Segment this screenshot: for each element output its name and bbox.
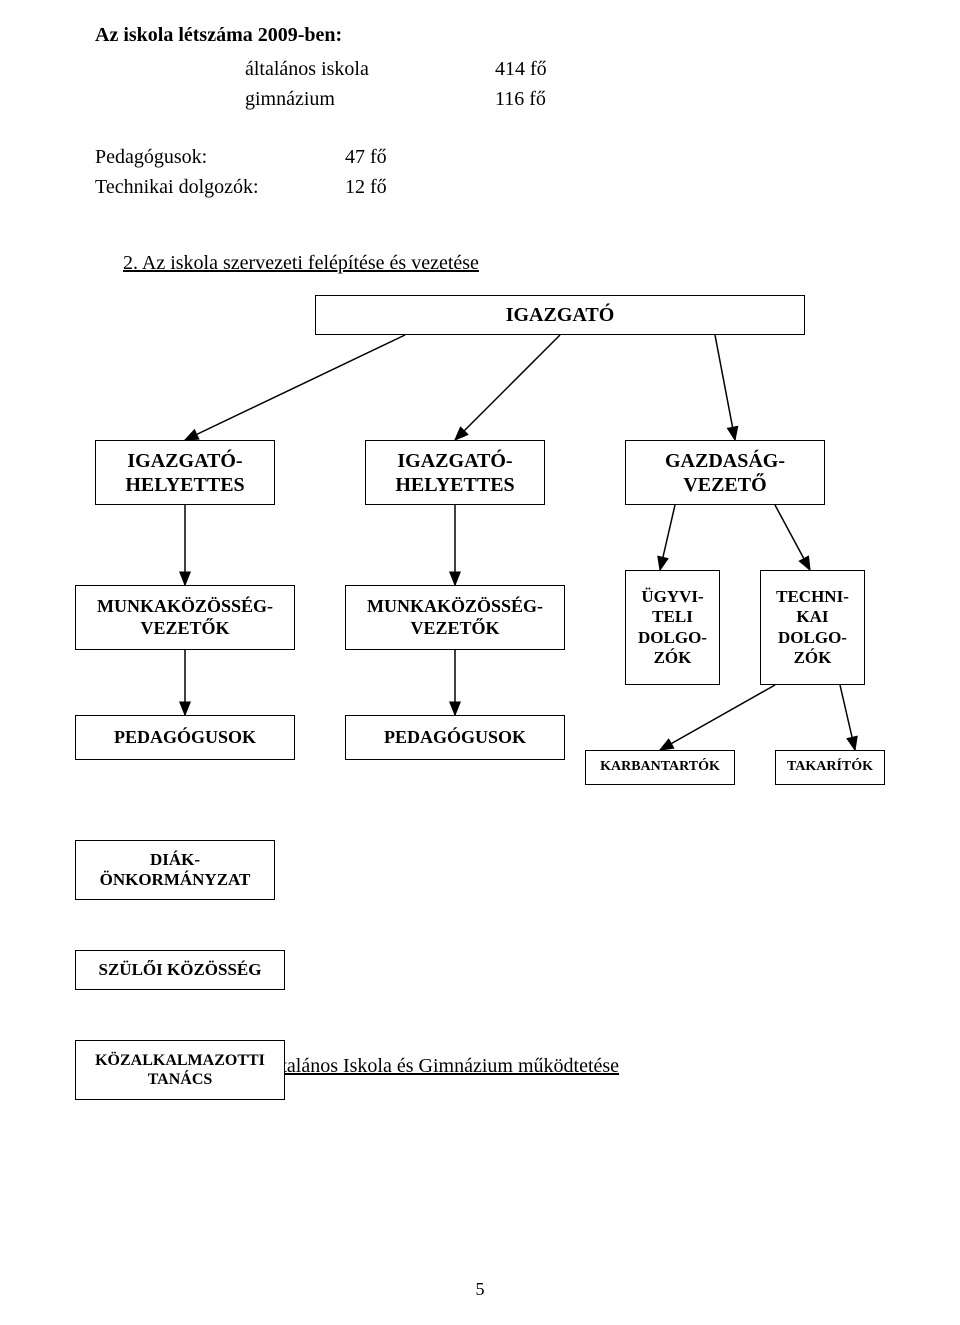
org-node-igazgato: IGAZGATÓ — [315, 295, 805, 335]
org-node-helyettes2: IGAZGATÓ- HELYETTES — [365, 440, 545, 505]
org-node-munkakoz2: MUNKAKÖZÖSSÉG- VEZETŐK — [345, 585, 565, 650]
section-2-title: 2. Az iskola szervezeti felépítése és ve… — [95, 252, 865, 275]
staff-row-value: 12 fő — [345, 172, 387, 202]
org-node-helyettes1: IGAZGATÓ- HELYETTES — [95, 440, 275, 505]
header-row: gimnázium 116 fő — [245, 84, 865, 114]
org-node-pedagogusok2: PEDAGÓGUSOK — [345, 715, 565, 760]
org-node-ugyviteli: ÜGYVI- TELI DOLGO- ZÓK — [625, 570, 720, 685]
org-node-gazdasag: GAZDASÁG- VEZETŐ — [625, 440, 825, 505]
staff-row: Technikai dolgozók: 12 fő — [95, 172, 865, 202]
header-row: általános iskola 414 fő — [245, 54, 865, 84]
header-row-label: gimnázium — [245, 84, 495, 114]
org-node-pedagogusok1: PEDAGÓGUSOK — [75, 715, 295, 760]
header-row-value: 116 fő — [495, 84, 546, 114]
page-number: 5 — [0, 1279, 960, 1300]
header-block: Az iskola létszáma 2009-ben: általános i… — [95, 20, 865, 114]
staff-row-label: Technikai dolgozók: — [95, 172, 345, 202]
staff-block: Pedagógusok: 47 fő Technikai dolgozók: 1… — [95, 142, 865, 202]
org-node-diak: DIÁK- ÖNKORMÁNYZAT — [75, 840, 275, 900]
org-node-karbantartok: KARBANTARTÓK — [585, 750, 735, 785]
staff-row: Pedagógusok: 47 fő — [95, 142, 865, 172]
header-title: Az iskola létszáma 2009-ben: — [95, 20, 865, 50]
org-node-kozalkalmazotti: KÖZALKALMAZOTTI TANÁCS — [75, 1040, 285, 1100]
staff-row-label: Pedagógusok: — [95, 142, 345, 172]
header-row-label: általános iskola — [245, 54, 495, 84]
org-chart: IGAZGATÓ IGAZGATÓ- HELYETTES IGAZGATÓ- HEL… — [95, 295, 865, 1015]
header-rows: általános iskola 414 fő gimnázium 116 fő — [95, 54, 865, 114]
org-node-munkakoz1: MUNKAKÖZÖSSÉG- VEZETŐK — [75, 585, 295, 650]
org-node-szuloi: SZÜLŐI KÖZÖSSÉG — [75, 950, 285, 990]
staff-row-value: 47 fő — [345, 142, 387, 172]
org-node-technikai: TECHNI- KAI DOLGO- ZÓK — [760, 570, 865, 685]
header-row-value: 414 fő — [495, 54, 547, 84]
org-node-takaritok: TAKARÍTÓK — [775, 750, 885, 785]
